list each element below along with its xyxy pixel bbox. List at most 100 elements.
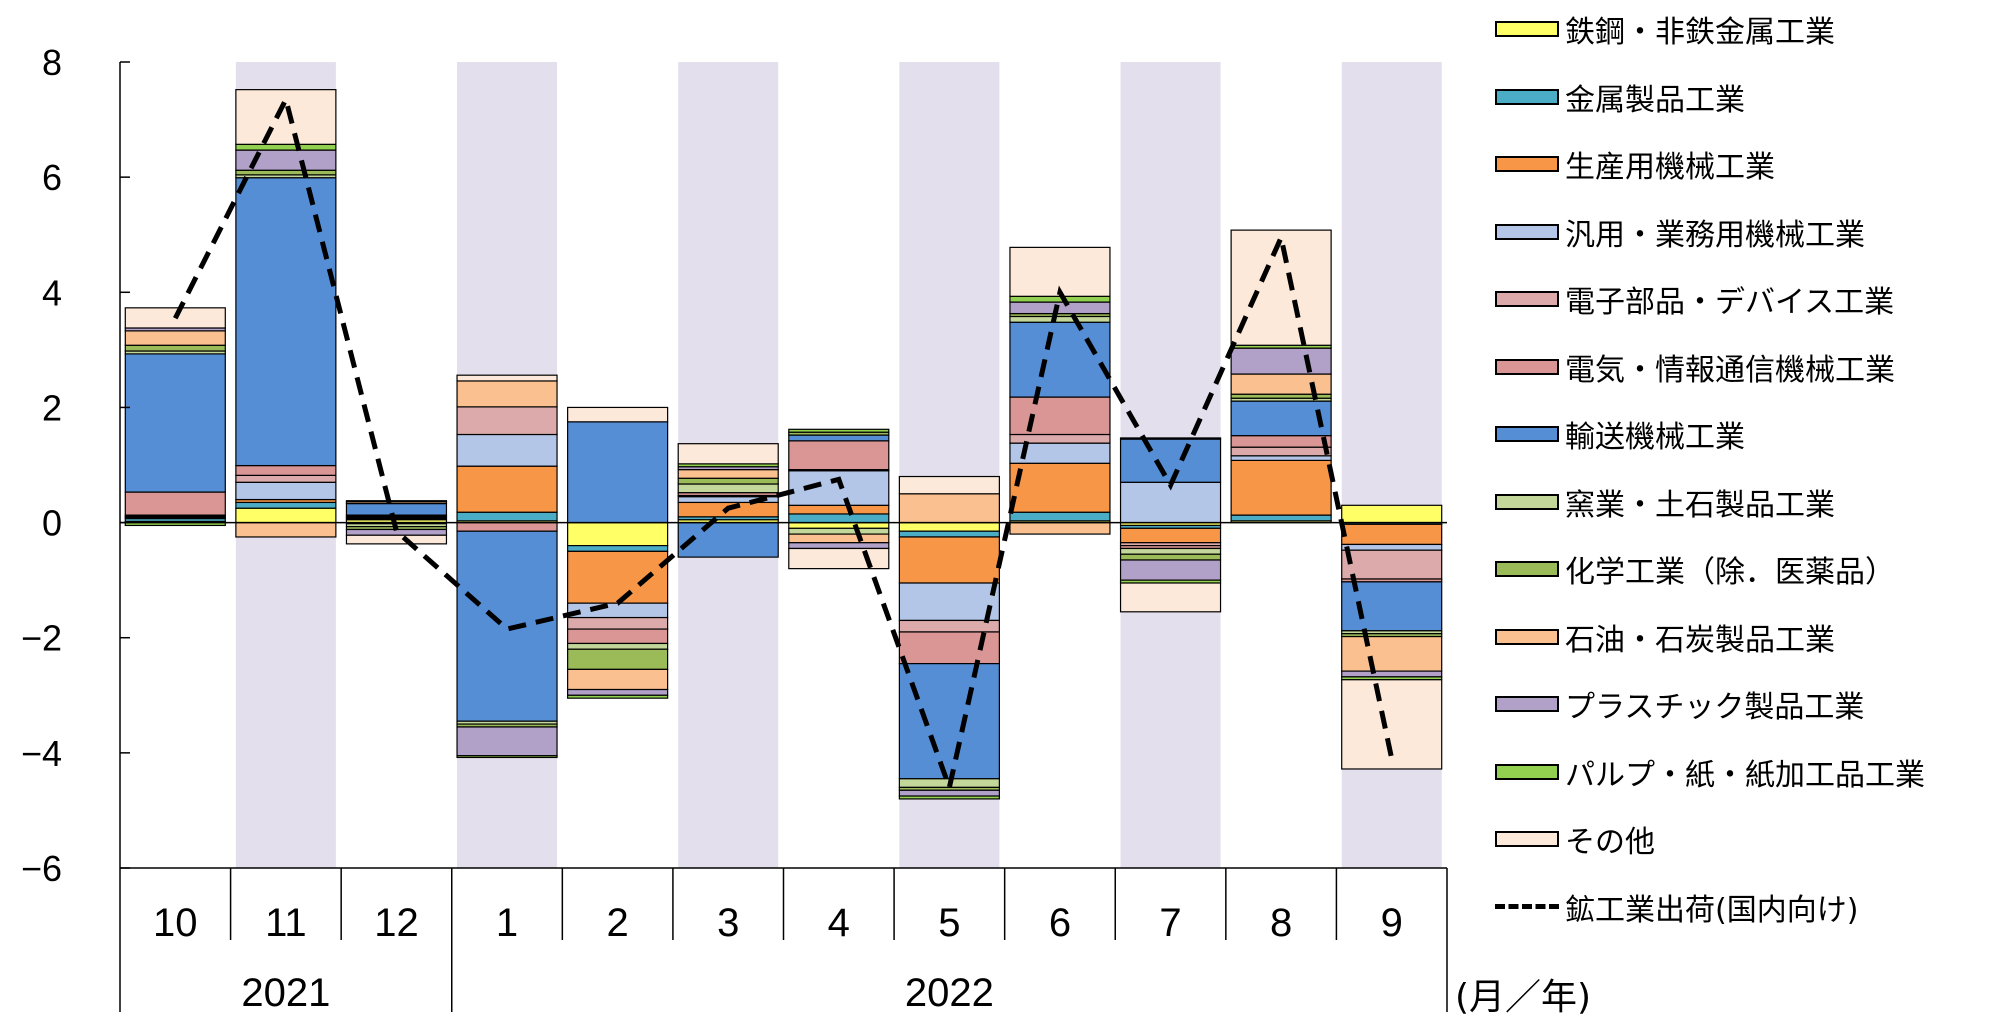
bar-segment — [1009, 301, 1111, 315]
legend-swatch — [1495, 763, 1559, 780]
bar-segment — [456, 465, 558, 513]
bar-segment — [1119, 437, 1222, 440]
legend-item: 化学工業（除．医薬品） — [1495, 547, 1895, 591]
bar-segment — [898, 493, 1000, 524]
bar-segment — [345, 500, 448, 503]
bar-segment — [898, 475, 1000, 495]
legend-item: 輸送機械工業 — [1495, 412, 1745, 456]
x-tick-label: 6 — [1049, 901, 1071, 945]
legend-label: パルプ・紙・紙加工品工業 — [1565, 757, 1925, 793]
legend-swatch — [1495, 358, 1559, 375]
legend-swatch — [1495, 831, 1559, 847]
legend-swatch — [1495, 426, 1559, 442]
bar-segment — [788, 533, 890, 544]
bar-segment — [567, 648, 669, 670]
bar-segment — [456, 433, 558, 467]
bar-segment — [1119, 527, 1222, 544]
bar-segment — [567, 602, 669, 619]
bar-segment — [788, 547, 890, 570]
legend-item-line: 鉱工業出荷(国内向け) — [1495, 885, 1858, 929]
bar-segment — [1341, 504, 1443, 524]
legend-swatch — [1495, 223, 1559, 240]
bar-segment — [677, 443, 779, 465]
bar-segment — [345, 534, 448, 545]
legend-label: 鉱工業出荷(国内向け) — [1565, 892, 1859, 928]
legend-swatch — [1495, 291, 1559, 307]
bar-segment — [456, 374, 558, 382]
y-tick-label: −6 — [21, 848, 62, 889]
bar-segment — [1341, 670, 1443, 678]
legend-swatch — [1495, 156, 1559, 172]
legend-label: 金属製品工業 — [1565, 82, 1745, 118]
bar-segment — [1119, 547, 1222, 555]
bar-segment — [567, 544, 669, 552]
shipments-line — [173, 92, 1395, 797]
bar-segment — [898, 530, 1000, 538]
bar-segment — [235, 474, 337, 483]
bar-segment — [456, 521, 558, 532]
bar-segment — [567, 406, 669, 423]
bar-segment — [677, 469, 779, 479]
x-category-labels: 10 11 12 1 2 3 4 5 6 7 8 9 — [153, 901, 1403, 945]
legend-item: パルプ・紙・紙加工品工業 — [1495, 750, 1925, 794]
y-tick-label: 4 — [42, 272, 62, 313]
bar-segment — [456, 406, 558, 436]
line-series — [173, 92, 1395, 797]
bar-segment — [124, 491, 226, 516]
bar-segment — [788, 434, 890, 442]
legend-swatch — [1495, 493, 1559, 510]
bar-segment — [788, 542, 890, 550]
y-tick-label: −4 — [21, 733, 62, 774]
legend-label: 化学工業（除．医薬品） — [1565, 555, 1895, 590]
legend-swatch — [1495, 561, 1559, 577]
bar-segment — [1230, 459, 1332, 516]
legend-item: 汎用・業務用機械工業 — [1495, 210, 1865, 254]
axes — [119, 61, 1448, 1012]
x-tick-label: 10 — [153, 901, 198, 945]
year-labels: 2021 2022 — [241, 971, 993, 1012]
bar-segment — [788, 440, 890, 471]
bar-segment — [1230, 435, 1332, 448]
x-unit-label: (月／年) — [1455, 977, 1592, 1018]
bar-segment — [235, 481, 337, 501]
bar-segment — [1119, 553, 1222, 561]
bar-segment — [124, 330, 226, 346]
bar-segment — [788, 527, 890, 535]
stacked-bars — [124, 89, 1443, 800]
bar-segment — [567, 521, 669, 547]
bar-segment — [898, 663, 1000, 780]
legend-label: 輸送機械工業 — [1565, 420, 1745, 455]
bar-segment — [456, 511, 558, 522]
bar-segment — [567, 421, 669, 524]
legend-label: 鉄鋼・非鉄金属工業 — [1565, 15, 1835, 50]
x-tick-label: 11 — [265, 901, 307, 945]
bar-segment — [456, 530, 558, 722]
bar-segment — [124, 344, 226, 352]
bar-segment — [456, 380, 558, 408]
x-tick-label: 5 — [938, 901, 960, 945]
bar-segment — [1119, 582, 1222, 613]
year-label: 2021 — [241, 971, 330, 1012]
bar-segment — [1119, 559, 1222, 581]
legend-label: その他 — [1565, 825, 1655, 860]
legend-swatch — [1495, 696, 1559, 712]
legend-item: 鉄鋼・非鉄金属工業 — [1495, 7, 1835, 51]
bar-segment — [567, 668, 669, 691]
legend-item: その他 — [1495, 817, 1655, 861]
bar-segment — [1009, 315, 1111, 323]
y-tick-label: 2 — [42, 387, 62, 428]
bar-segment — [345, 502, 448, 516]
legend-label: 汎用・業務用機械工業 — [1565, 217, 1865, 253]
bar-segment — [788, 428, 890, 433]
bar-segment — [235, 507, 337, 524]
legend-swatch — [1495, 21, 1559, 37]
bar-segment — [898, 795, 1000, 800]
legend-item: 金属製品工業 — [1495, 75, 1745, 119]
bar-segment — [1009, 462, 1111, 513]
x-tick-label: 9 — [1381, 901, 1403, 945]
bar-segment — [1009, 511, 1111, 522]
y-tick-label: 0 — [42, 503, 62, 544]
bar-segment — [1230, 446, 1332, 457]
bar-segment — [677, 477, 779, 485]
